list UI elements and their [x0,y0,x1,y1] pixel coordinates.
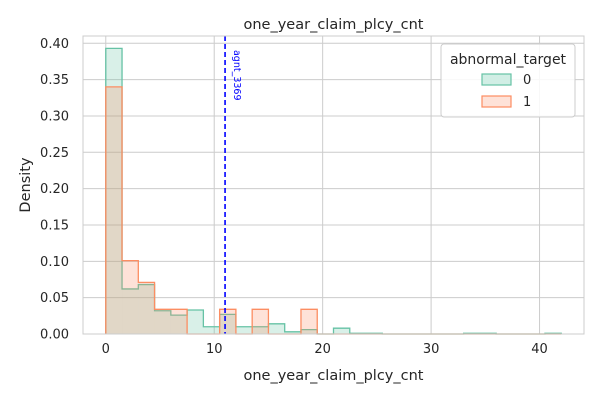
y-tick-label: 0.35 [40,73,69,88]
bar [268,323,285,334]
bar [122,260,139,334]
legend-swatch-1 [481,95,512,108]
y-tick-label: 0.10 [40,255,69,270]
bar [154,309,171,334]
bar [284,331,301,334]
y-tick-label: 0.30 [40,109,69,124]
bar [219,314,236,334]
bar [122,288,139,334]
y-tick-label: 0.25 [40,146,69,161]
y-tick-label: 0.40 [40,37,69,52]
y-axis-title: Density [18,157,34,213]
x-tick-label: 10 [206,342,223,357]
legend-label-1: 1 [523,95,531,110]
x-axis-title: one_year_claim_plcy_cnt [243,368,423,384]
x-tick-label: 30 [423,342,440,357]
plot-frame [82,35,585,335]
y-tick-label: 0.05 [40,291,69,306]
bar [219,309,236,334]
x-tick-label: 0 [102,342,110,357]
bar [170,315,188,334]
chart-title: one_year_claim_plcy_cnt [243,17,423,33]
y-tick-labels: 0.00 0.05 0.10 0.15 0.20 0.25 0.30 0.35 0.40 [40,37,69,343]
bar [138,284,155,334]
bar [105,86,123,334]
legend: abnormal_target 0 1 [440,43,576,118]
x-tick-label: 40 [531,342,548,357]
series-0 [105,47,562,335]
x-tick-label: 20 [314,342,331,357]
histogram-bars [105,47,562,335]
y-tick-label: 0.00 [40,328,69,343]
bar [252,326,269,334]
bar [235,326,253,334]
bar [333,328,350,334]
bar [203,326,220,334]
legend-title: abnormal_target [450,52,567,68]
bar [187,310,204,334]
legend-swatch-0 [481,73,512,86]
reference-label: agnt_3369 [231,50,242,101]
bar [170,309,188,334]
bar [138,282,155,334]
legend-label-0: 0 [523,73,531,88]
bar [252,309,269,334]
bar [105,48,123,334]
reference-line: agnt_3369 [224,36,242,334]
bar [300,309,318,334]
bar [154,310,171,334]
y-tick-label: 0.20 [40,182,69,197]
bar [300,329,318,334]
y-tick-label: 0.15 [40,218,69,233]
grid-lines [83,36,584,335]
x-tick-labels: 0 10 20 30 40 [102,342,548,357]
